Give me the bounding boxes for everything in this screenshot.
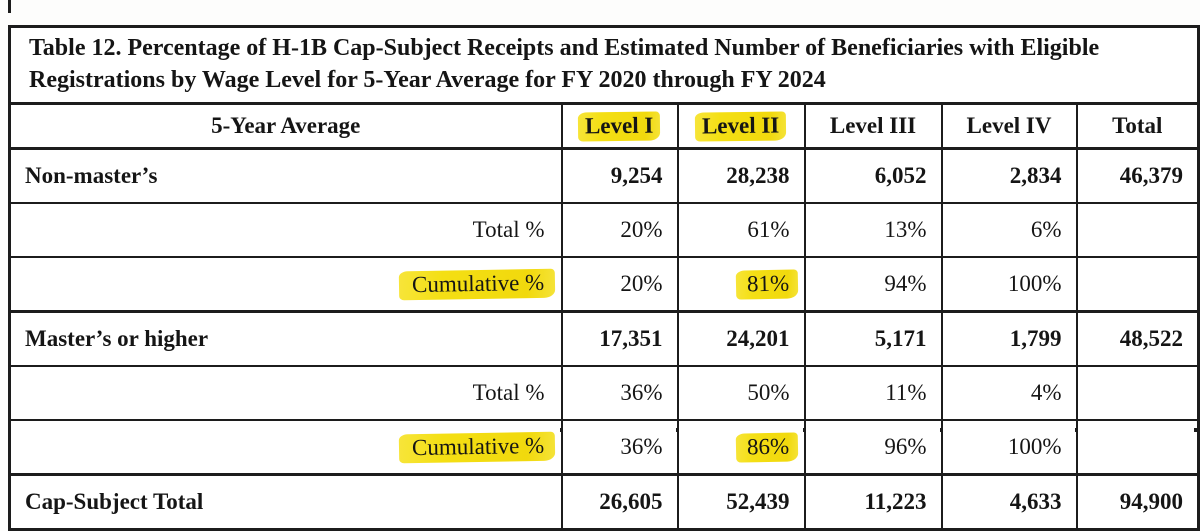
row-label: Master’s or higher — [8, 310, 563, 368]
cell-total — [1075, 202, 1200, 259]
cell-total — [1075, 256, 1200, 313]
cell-level-3: 13% — [803, 202, 943, 259]
table-row-cap-subject-total: Cap-Subject Total 26,605 52,439 11,223 4… — [8, 473, 1200, 531]
highlight-mark-level-1: Level I — [578, 111, 661, 142]
table-row-masters-or-higher: Master’s or higher 17,351 24,201 5,171 1… — [8, 310, 1200, 368]
cell-level-3: 5,171 — [803, 310, 943, 368]
cell-level-1: 36% — [560, 365, 679, 422]
cell-total: 46,379 — [1075, 147, 1200, 205]
table-12-h1b-wage-levels: Table 12. Percentage of H-1B Cap-Subject… — [8, 25, 1200, 531]
cell-level-2: 61% — [676, 202, 806, 259]
cell-level-1: 20% — [560, 256, 679, 313]
table-title: Table 12. Percentage of H-1B Cap-Subject… — [8, 25, 1200, 106]
cell-level-3: 11,223 — [803, 473, 943, 531]
cell-level-3: 94% — [803, 256, 943, 313]
cell-level-2: 24,201 — [676, 310, 806, 368]
cell-level-2: 28,238 — [676, 147, 806, 205]
table-row-non-masters-cumulative-pct: Cumulative % 20% 81% 94% 100% — [8, 256, 1200, 313]
table-header-row: 5-Year Average Level I Level II Level II… — [8, 102, 1200, 151]
column-header-level-3: Level III — [803, 102, 943, 151]
column-header-level-2: Level II — [676, 102, 806, 151]
cell-level-4: 1,799 — [940, 310, 1078, 368]
column-header-total: Total — [1075, 102, 1200, 151]
cell-level-2: 52,439 — [676, 473, 806, 531]
cell-level-4: 6% — [940, 202, 1078, 259]
cell-level-1: 9,254 — [560, 147, 679, 205]
cell-level-1: 26,605 — [560, 473, 679, 531]
highlight-mark-81-pct: 81% — [736, 268, 799, 300]
table-row-non-masters-total-pct: Total % 20% 61% 13% 6% — [8, 202, 1200, 259]
cell-level-2: 50% — [676, 365, 806, 422]
column-header-level-4: Level IV — [940, 102, 1078, 151]
cell-total — [1075, 365, 1200, 422]
highlight-mark-cumulative-label: Cumulative % — [399, 268, 556, 301]
row-label: Cap-Subject Total — [8, 473, 563, 531]
cropped-table-fragment-bottom — [0, 428, 1200, 432]
table-row-masters-total-pct: Total % 36% 50% 11% 4% — [8, 365, 1200, 422]
cell-level-4: 2,834 — [940, 147, 1078, 205]
cell-level-1: 20% — [560, 202, 679, 259]
table-title-row: Table 12. Percentage of H-1B Cap-Subject… — [8, 25, 1200, 106]
column-header-level-1: Level I — [560, 102, 679, 151]
cell-level-2: 81% — [676, 256, 806, 313]
cell-level-4: 4,633 — [940, 473, 1078, 531]
row-label: Total % — [8, 365, 563, 422]
row-label: Non-master’s — [8, 147, 563, 205]
highlight-mark-86-pct: 86% — [736, 431, 799, 463]
cell-level-4: 100% — [940, 256, 1078, 313]
cell-level-3: 11% — [803, 365, 943, 422]
highlight-mark-cumulative-label-2: Cumulative % — [399, 431, 556, 464]
cell-level-3: 6,052 — [803, 147, 943, 205]
highlight-mark-level-2: Level II — [695, 111, 787, 142]
cell-total: 94,900 — [1075, 473, 1200, 531]
cropped-table-fragment-top — [8, 0, 11, 13]
column-header-5-year-average: 5-Year Average — [8, 102, 563, 151]
cell-level-4: 4% — [940, 365, 1078, 422]
cell-level-1: 17,351 — [560, 310, 679, 368]
cell-total: 48,522 — [1075, 310, 1200, 368]
row-label: Cumulative % — [8, 256, 563, 313]
table-row-non-masters: Non-master’s 9,254 28,238 6,052 2,834 46… — [8, 147, 1200, 205]
row-label: Total % — [8, 202, 563, 259]
